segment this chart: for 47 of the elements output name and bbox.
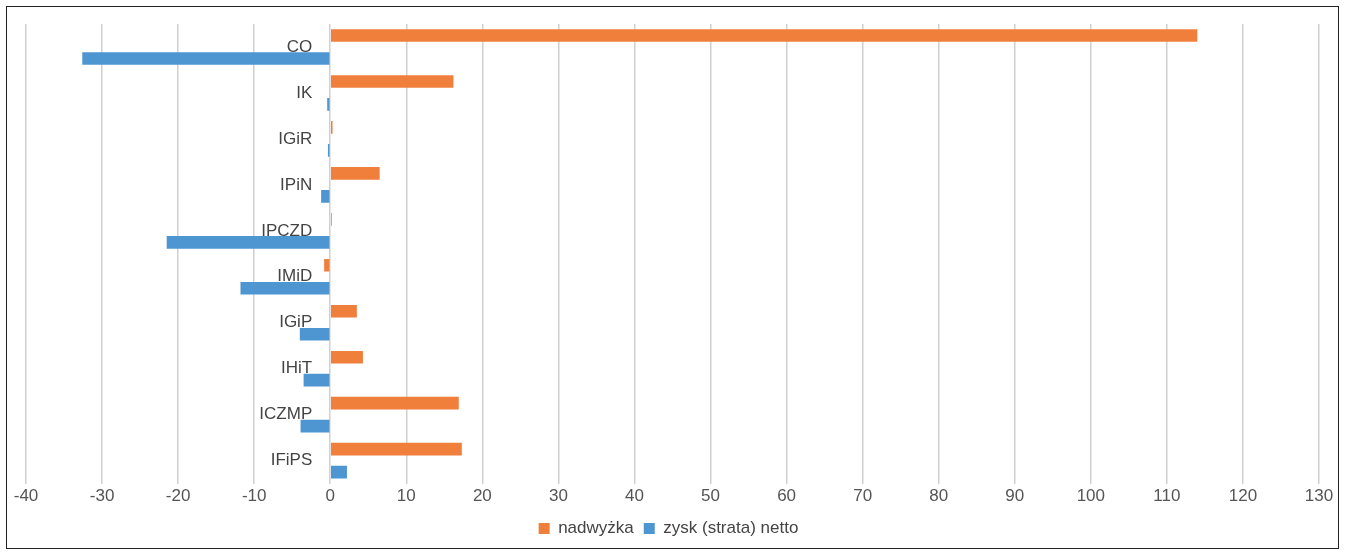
x-tick-label: 120 — [1228, 486, 1258, 506]
bar — [330, 75, 454, 88]
x-tick-label: -40 — [13, 486, 39, 506]
x-tick-label: 130 — [1304, 486, 1334, 506]
y-tick-label: IFiPS — [270, 450, 313, 470]
bar — [300, 419, 330, 433]
y-tick-label: IK — [296, 82, 313, 102]
bar — [330, 29, 1198, 42]
x-tick-label: 60 — [777, 486, 797, 506]
x-tick-label: 70 — [853, 486, 873, 506]
bar — [303, 373, 330, 387]
bar — [327, 98, 330, 111]
x-tick-label: 10 — [396, 486, 416, 506]
y-tick-label: IPCZD — [261, 220, 313, 240]
y-tick-label: IHiT — [281, 358, 313, 378]
bar — [321, 190, 330, 203]
legend-label: nadwyżka — [558, 518, 635, 538]
y-tick-label: IGiP — [279, 312, 313, 332]
bar — [330, 396, 459, 410]
x-tick-label: 80 — [929, 486, 949, 506]
bar — [240, 281, 330, 295]
y-tick-label: IPiN — [280, 174, 313, 194]
x-tick-label: -30 — [89, 486, 115, 506]
bar — [330, 350, 363, 364]
x-tick-label: 0 — [325, 486, 335, 506]
x-tick-label: 110 — [1153, 486, 1181, 506]
bar — [330, 304, 357, 318]
y-tick-label: IMiD — [277, 266, 313, 286]
x-tick-label: 90 — [1005, 486, 1025, 506]
legend-label: zysk (strata) netto — [663, 518, 799, 538]
bar — [299, 327, 330, 341]
bar — [330, 465, 347, 479]
bar — [166, 235, 330, 249]
y-tick-label: CO — [286, 36, 313, 56]
x-tick-label: 50 — [701, 486, 720, 506]
y-tick-label: IGiR — [278, 128, 313, 148]
bar — [330, 442, 462, 456]
x-tick-label: -10 — [241, 486, 267, 506]
bar — [324, 258, 330, 272]
x-tick-label: 20 — [472, 486, 492, 506]
x-tick-label: 30 — [548, 486, 568, 506]
y-tick-label: ICZMP — [259, 404, 313, 424]
x-tick-label: 100 — [1076, 486, 1106, 506]
bar — [330, 167, 380, 180]
bar — [82, 52, 330, 65]
x-tick-label: -20 — [165, 486, 191, 506]
x-tick-label: 40 — [625, 486, 644, 506]
